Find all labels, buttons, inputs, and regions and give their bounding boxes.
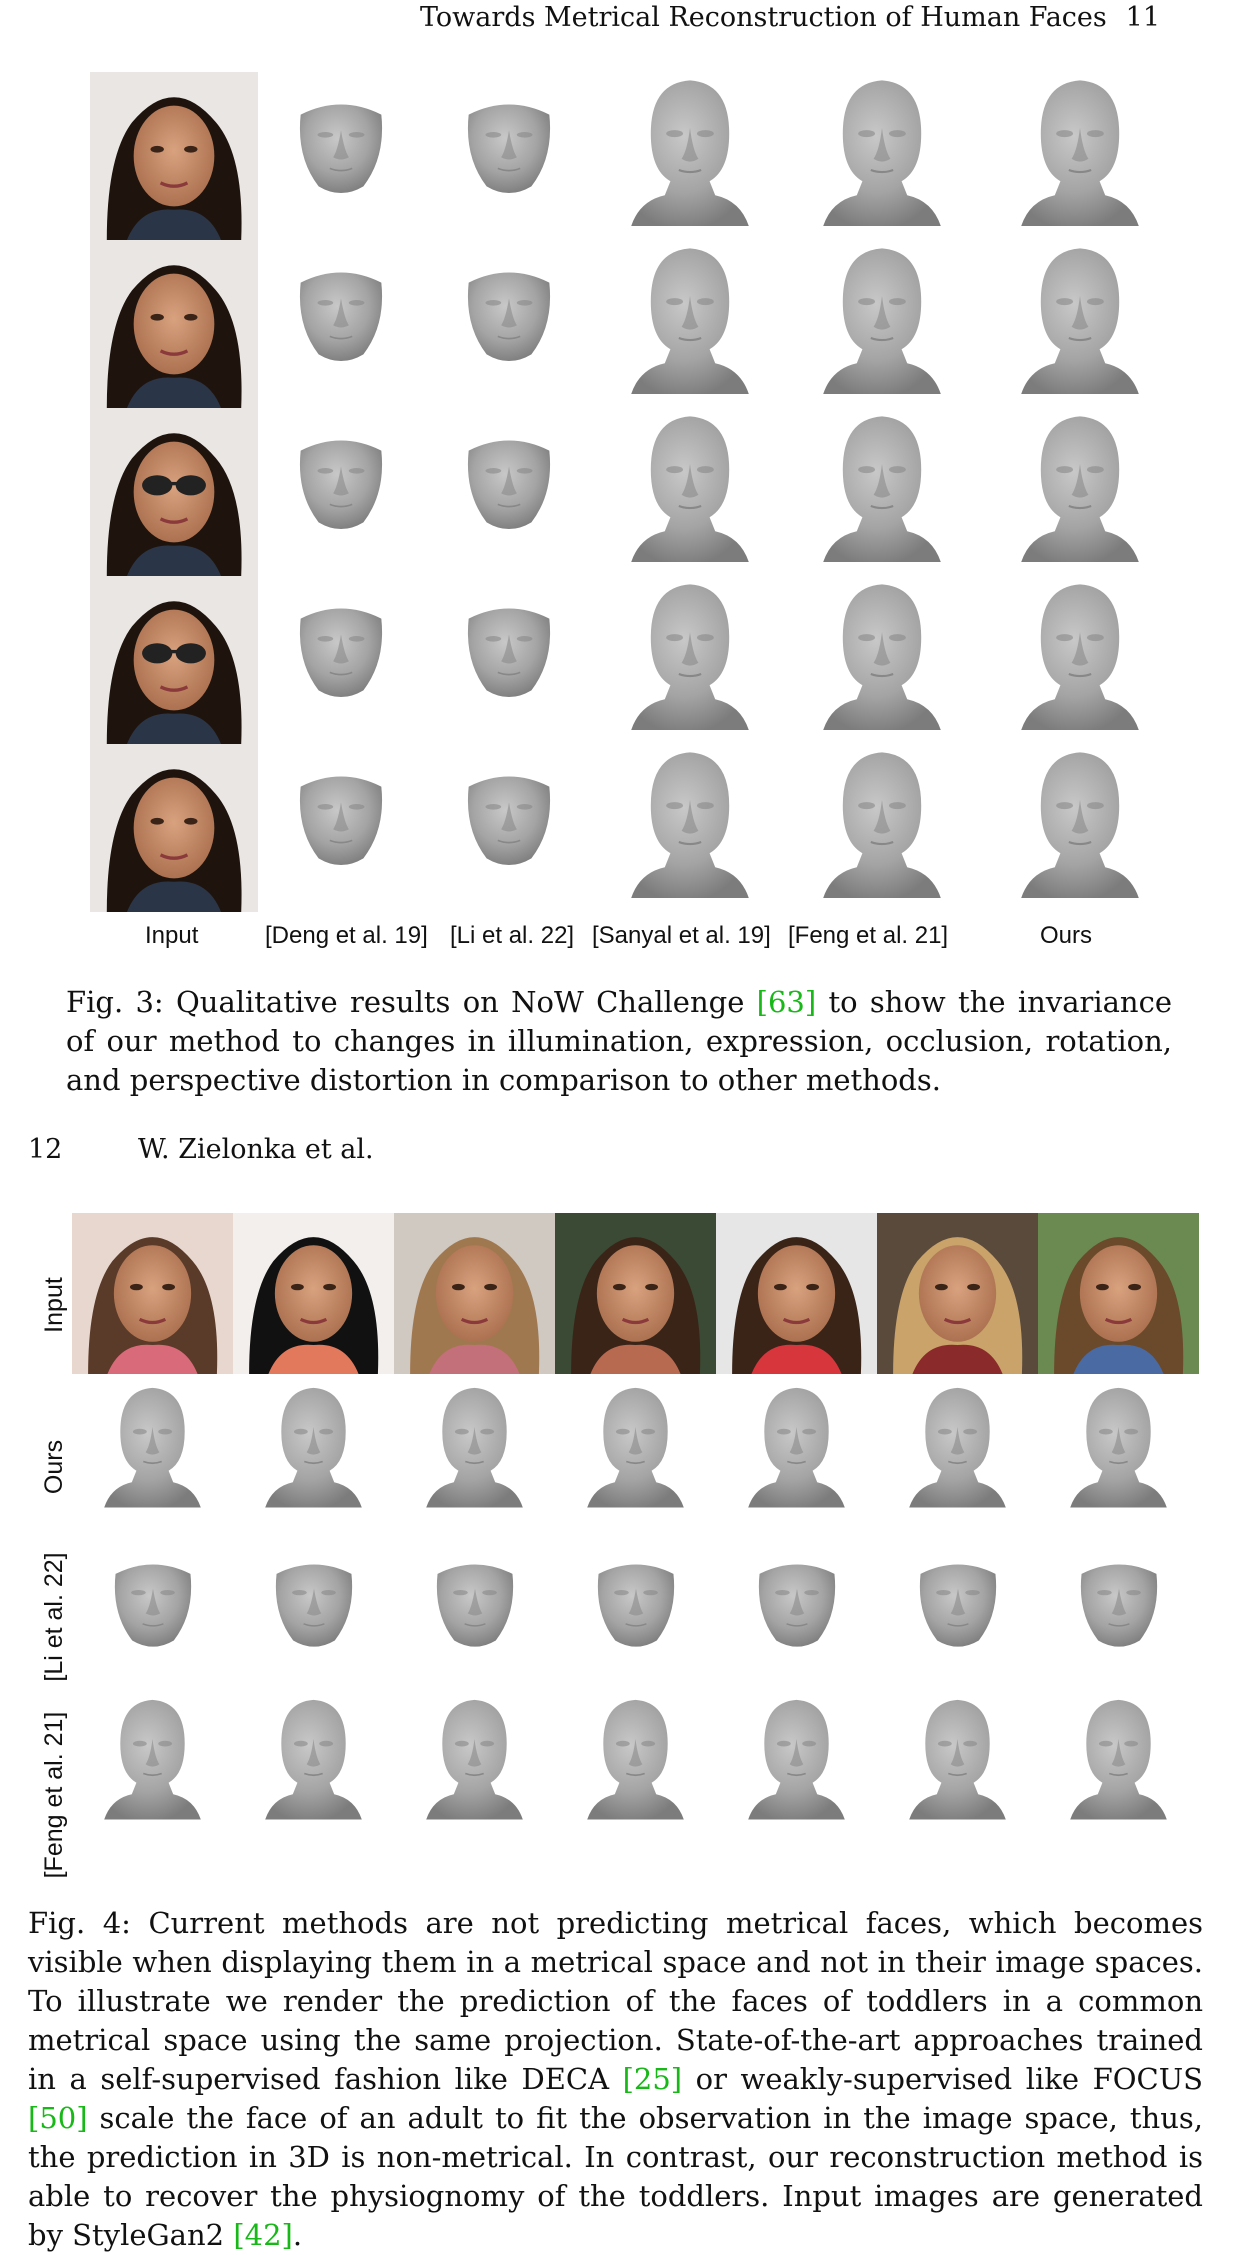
face-mesh — [256, 1693, 371, 1853]
face-mesh — [1010, 72, 1150, 240]
face-mesh — [285, 90, 397, 220]
citation-42[interactable]: [42] — [233, 2218, 293, 2252]
face-mesh — [739, 1693, 854, 1853]
face-mesh — [95, 1693, 210, 1853]
column-label-li: [Li et al. 22] — [450, 922, 575, 949]
face-mesh — [453, 594, 565, 724]
page-number: 11 — [1125, 2, 1160, 33]
input-photo — [90, 240, 258, 408]
face-mesh — [1061, 1693, 1176, 1853]
face-mesh — [285, 426, 397, 556]
figure-3-caption: Fig. 3: Qualitative results on NoW Chall… — [66, 985, 1172, 1097]
input-photo — [555, 1213, 716, 1375]
face-mesh — [1067, 1551, 1171, 1661]
face-mesh — [453, 90, 565, 220]
input-photo — [90, 408, 258, 576]
column-label-ours: Ours — [1040, 922, 1093, 949]
face-mesh — [584, 1551, 688, 1661]
face-mesh — [285, 258, 397, 388]
face-mesh — [453, 258, 565, 388]
figure-3 — [90, 72, 1150, 962]
face-mesh — [812, 408, 952, 576]
face-mesh — [812, 240, 952, 408]
face-mesh — [1010, 408, 1150, 576]
face-mesh — [812, 72, 952, 240]
figure-4 — [72, 1213, 1200, 1878]
face-mesh — [620, 72, 760, 240]
input-photo — [716, 1213, 877, 1375]
face-mesh — [906, 1551, 1010, 1661]
face-mesh — [285, 594, 397, 724]
column-label-input: Input — [145, 922, 199, 949]
column-label-deng: [Deng et al. 19] — [265, 922, 428, 949]
row-label-input: Input — [40, 1277, 68, 1333]
input-photo — [1038, 1213, 1199, 1375]
face-mesh — [812, 744, 952, 912]
face-mesh — [578, 1693, 693, 1853]
page-authors: W. Zielonka et al. — [138, 1134, 374, 1165]
figure-4-caption: Fig. 4: Current methods are not predicti… — [28, 1906, 1204, 2252]
input-photo — [90, 576, 258, 744]
face-mesh — [620, 240, 760, 408]
face-mesh — [620, 576, 760, 744]
page-number-12: 12 — [28, 1134, 63, 1165]
face-mesh — [423, 1551, 527, 1661]
face-mesh — [453, 762, 565, 892]
row-label-ours: Ours — [40, 1439, 68, 1495]
face-mesh — [1010, 576, 1150, 744]
face-mesh — [1010, 240, 1150, 408]
input-photo — [233, 1213, 394, 1375]
column-label-sanyal: [Sanyal et al. 19] — [592, 922, 771, 949]
face-mesh — [620, 744, 760, 912]
page-header: Towards Metrical Reconstruction of Human… — [420, 0, 1180, 40]
row-label-feng: [Feng et al. 21] — [40, 1711, 68, 1879]
face-mesh — [417, 1693, 532, 1853]
face-mesh — [745, 1551, 849, 1661]
input-photo — [90, 72, 258, 240]
face-mesh — [285, 762, 397, 892]
running-title: Towards Metrical Reconstruction of Human… — [420, 2, 1107, 33]
column-label-feng: [Feng et al. 21] — [788, 922, 949, 949]
row-label-li: [Li et al. 22] — [40, 1552, 68, 1682]
citation-63[interactable]: [63] — [756, 985, 817, 1019]
face-mesh — [1010, 744, 1150, 912]
face-mesh — [1061, 1381, 1176, 1541]
face-mesh — [900, 1381, 1015, 1541]
face-mesh — [453, 426, 565, 556]
face-mesh — [578, 1381, 693, 1541]
face-mesh — [95, 1381, 210, 1541]
citation-50[interactable]: [50] — [28, 2101, 88, 2135]
face-mesh — [620, 408, 760, 576]
face-mesh — [417, 1381, 532, 1541]
face-mesh — [256, 1381, 371, 1541]
face-mesh — [101, 1551, 205, 1661]
input-photo — [877, 1213, 1038, 1375]
input-photo — [90, 744, 258, 912]
face-mesh — [262, 1551, 366, 1661]
face-mesh — [739, 1381, 854, 1541]
face-mesh — [812, 576, 952, 744]
input-photo — [72, 1213, 233, 1375]
face-mesh — [900, 1693, 1015, 1853]
citation-25[interactable]: [25] — [622, 2062, 683, 2096]
input-photo — [394, 1213, 555, 1375]
